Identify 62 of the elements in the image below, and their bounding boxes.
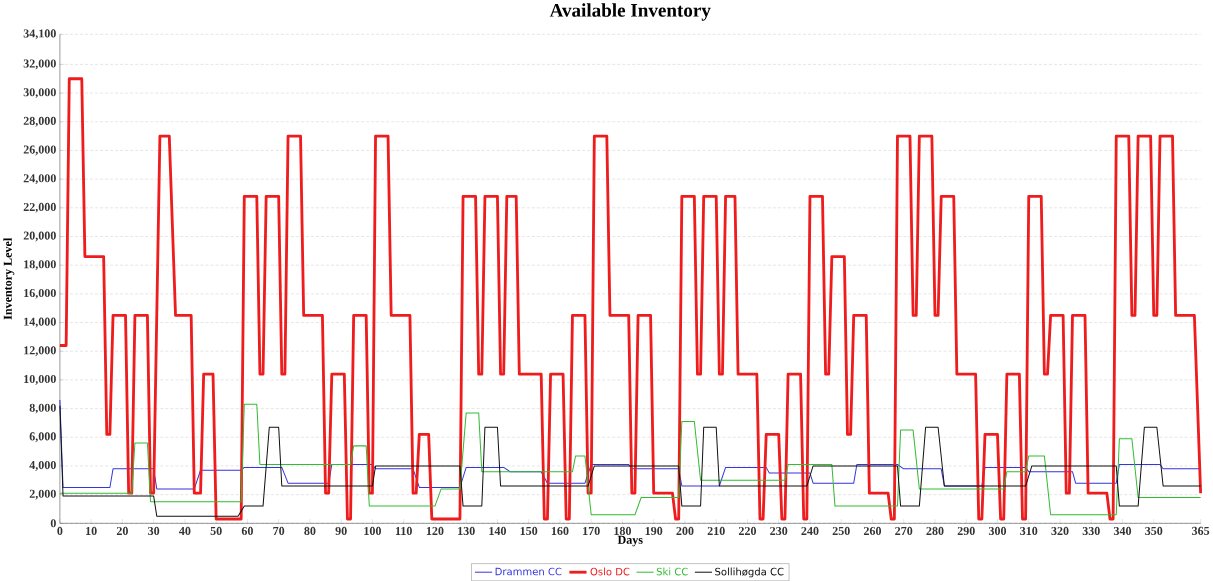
y-tick-label: 16,000 (24, 288, 56, 299)
x-axis-title: Days (617, 535, 643, 547)
x-tick-label: 120 (426, 526, 444, 535)
x-tick-label: 300 (988, 526, 1007, 535)
x-tick-label: 340 (1113, 526, 1132, 535)
x-tick-label: 220 (738, 526, 757, 535)
y-tick-label: 10,000 (24, 374, 56, 385)
x-tick-label: 10 (86, 526, 97, 535)
x-tick-label: 150 (520, 526, 538, 535)
x-tick-label: 70 (273, 526, 285, 535)
x-tick-label: 365 (1192, 526, 1210, 535)
legend-label: Ski CC (656, 567, 688, 576)
y-tick-label: 12,000 (24, 346, 56, 357)
x-tick-label: 250 (832, 526, 850, 535)
x-tick-label: 50 (210, 526, 222, 535)
y-tick-label: 0 (50, 519, 56, 528)
x-tick-label: 80 (304, 526, 316, 535)
x-tick-label: 270 (895, 526, 913, 535)
y-tick-label: 8,000 (29, 403, 56, 414)
x-tick-label: 320 (1051, 526, 1069, 535)
legend-label: Drammen CC (495, 567, 562, 576)
x-tick-label: 140 (489, 526, 507, 535)
x-tick-label: 310 (1020, 526, 1038, 535)
x-tick-label: 30 (148, 526, 160, 535)
x-tick-label: 200 (676, 526, 694, 535)
x-tick-label: 0 (57, 526, 63, 535)
x-tick-label: 210 (707, 526, 725, 535)
y-tick-label: 14,000 (24, 317, 56, 328)
y-axis-title: Inventory Level (3, 238, 15, 320)
x-tick-label: 290 (957, 526, 975, 535)
y-tick-label: 18,000 (24, 260, 56, 271)
x-tick-label: 110 (395, 526, 412, 535)
x-tick-label: 100 (364, 526, 381, 535)
y-tick-label: 6,000 (29, 432, 56, 443)
y-tick-label: 28,000 (23, 116, 56, 127)
x-tick-label: 260 (863, 526, 882, 535)
legend-label: Sollihøgda CC (715, 567, 784, 578)
y-tick-label: 26,000 (23, 145, 56, 156)
y-tick-label: 30,000 (23, 88, 56, 99)
x-tick-label: 330 (1082, 526, 1100, 535)
y-tick-label: 2,000 (29, 489, 56, 500)
y-tick-label: 24,000 (23, 174, 56, 185)
x-tick-label: 350 (1145, 526, 1163, 535)
x-tick-label: 240 (801, 526, 819, 535)
x-tick-label: 40 (179, 526, 191, 535)
x-tick-label: 160 (551, 526, 569, 535)
x-tick-label: 60 (241, 526, 253, 535)
x-tick-label: 130 (458, 526, 475, 535)
legend-label: Oslo DC (590, 567, 630, 576)
x-tick-label: 280 (926, 526, 944, 535)
y-tick-label: 32,000 (23, 59, 56, 70)
x-tick-label: 180 (614, 526, 632, 535)
x-tick-label: 20 (116, 526, 128, 535)
x-tick-label: 90 (335, 526, 347, 535)
y-tick-label: 20,000 (23, 231, 56, 242)
chart-title: Available Inventory (549, 3, 711, 21)
x-tick-label: 170 (583, 526, 600, 535)
y-tick-label: 22,000 (23, 202, 56, 213)
y-tick-label: 4,000 (29, 461, 56, 471)
y-tick-label: 34,100 (23, 29, 56, 40)
x-tick-label: 230 (770, 526, 788, 535)
x-tick-label: 190 (645, 526, 663, 535)
